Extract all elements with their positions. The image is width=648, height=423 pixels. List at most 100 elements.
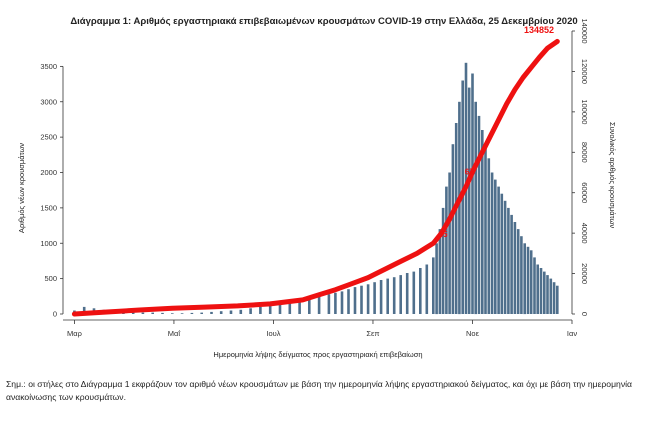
bar <box>298 299 301 314</box>
bar <box>503 200 507 314</box>
bar <box>432 257 435 314</box>
bar <box>543 271 546 314</box>
bar <box>419 268 422 314</box>
footnote: Σημ.: οι στήλες στο Διάγραμμα 1 εκφράζου… <box>6 379 632 402</box>
bar <box>239 309 243 314</box>
annotations-layer: 134852 67 35 <box>439 25 554 239</box>
bar <box>481 130 484 314</box>
bar <box>249 308 252 314</box>
bar <box>366 284 370 314</box>
bar <box>520 236 523 314</box>
bar <box>379 280 383 314</box>
bar <box>458 101 461 315</box>
right-tick-label: 40000 <box>580 223 589 244</box>
bar <box>487 158 491 314</box>
cumulative-layer <box>71 38 560 317</box>
bar <box>278 303 282 314</box>
bar <box>392 277 396 314</box>
bar <box>549 278 553 314</box>
y2-axis-label: Συνολικός αριθμός κρουσμάτων <box>608 122 617 228</box>
bar <box>171 313 174 314</box>
bar <box>536 264 539 314</box>
left-axis: 0 500 1000 1500 2000 2500 3000 3500 <box>40 62 64 319</box>
bar <box>190 312 194 314</box>
right-tick-label: 20000 <box>580 263 589 284</box>
bar <box>200 312 203 314</box>
bar <box>151 312 154 314</box>
bar <box>82 306 86 314</box>
left-tick-label: 3500 <box>40 62 57 71</box>
bar <box>494 179 497 314</box>
bar <box>353 287 357 314</box>
bar <box>180 313 184 314</box>
bar <box>229 310 233 314</box>
bar <box>546 275 549 314</box>
data-annotation: 134852 <box>524 25 554 35</box>
bar <box>448 172 451 314</box>
bar <box>510 214 513 314</box>
bar <box>513 222 517 314</box>
right-tick-label: 80000 <box>580 142 589 163</box>
left-tick-label: 500 <box>44 274 57 283</box>
bar <box>405 273 409 314</box>
bar <box>210 311 213 314</box>
right-tick-label: 140000 <box>580 18 589 43</box>
cumulative-line <box>71 38 560 317</box>
chart: Διάγραμμα 1: Αριθμός εργαστηριακά επιβεβ… <box>17 16 617 359</box>
left-tick-label: 3000 <box>40 97 57 106</box>
bar <box>438 229 442 314</box>
bar <box>490 172 494 314</box>
bar <box>497 186 500 314</box>
bar <box>484 144 487 314</box>
bar <box>552 282 556 314</box>
bar <box>161 312 164 314</box>
x-axis: Μαρ Μαΐ Ιουλ Σεπ Νοε Ιαν <box>63 319 577 338</box>
bar <box>141 312 145 314</box>
bar <box>526 246 530 314</box>
bar <box>435 243 438 315</box>
y-axis-label: Αριθμός νέων κρουσμάτων <box>17 143 26 233</box>
x-tick-label: Σεπ <box>366 329 379 338</box>
chart-title: Διάγραμμα 1: Αριθμός εργαστηριακά επιβεβ… <box>70 16 577 27</box>
bar <box>131 312 135 314</box>
left-tick-label: 1500 <box>40 203 57 212</box>
bar <box>412 271 416 314</box>
bar <box>445 186 448 314</box>
bar <box>507 207 510 314</box>
bar <box>334 292 337 314</box>
bar <box>471 73 474 314</box>
right-axis: 0 20000 40000 60000 80000 100000 120000 140000 <box>571 18 589 316</box>
right-tick-label: 0 <box>580 312 589 316</box>
left-tick-label: 0 <box>53 310 57 319</box>
bar <box>347 289 350 314</box>
bar <box>467 87 471 314</box>
x-axis-label: Ημερομηνία λήψης δείγματος προς εργαστηρ… <box>213 350 422 359</box>
bar <box>399 275 402 314</box>
bar <box>556 285 559 314</box>
left-tick-label: 2000 <box>40 168 57 177</box>
bar <box>500 193 504 314</box>
bar <box>533 257 536 314</box>
bar <box>425 264 429 314</box>
right-tick-label: 120000 <box>580 59 589 84</box>
left-tick-label: 1000 <box>40 239 57 248</box>
x-tick-label: Μαΐ <box>168 329 181 338</box>
bars-layer <box>73 62 559 315</box>
bar <box>516 229 520 314</box>
data-annotation: 67 <box>465 168 474 177</box>
bar <box>288 301 292 314</box>
left-tick-label: 2500 <box>40 133 57 142</box>
bar <box>340 291 344 314</box>
data-annotation: 35 <box>439 230 448 239</box>
bar <box>451 144 455 314</box>
bar <box>454 123 458 314</box>
x-tick-label: Ιαν <box>567 329 577 338</box>
bar <box>327 294 331 314</box>
bar <box>373 282 376 314</box>
bar <box>219 311 223 314</box>
x-tick-label: Ιουλ <box>266 329 280 338</box>
bar <box>317 296 321 314</box>
right-tick-label: 100000 <box>580 99 589 124</box>
bar <box>477 115 481 315</box>
bar <box>529 250 533 314</box>
